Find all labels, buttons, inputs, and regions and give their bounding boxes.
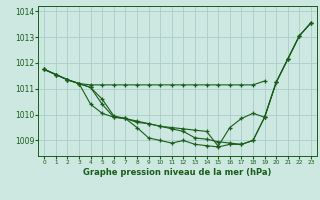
X-axis label: Graphe pression niveau de la mer (hPa): Graphe pression niveau de la mer (hPa)	[84, 168, 272, 177]
